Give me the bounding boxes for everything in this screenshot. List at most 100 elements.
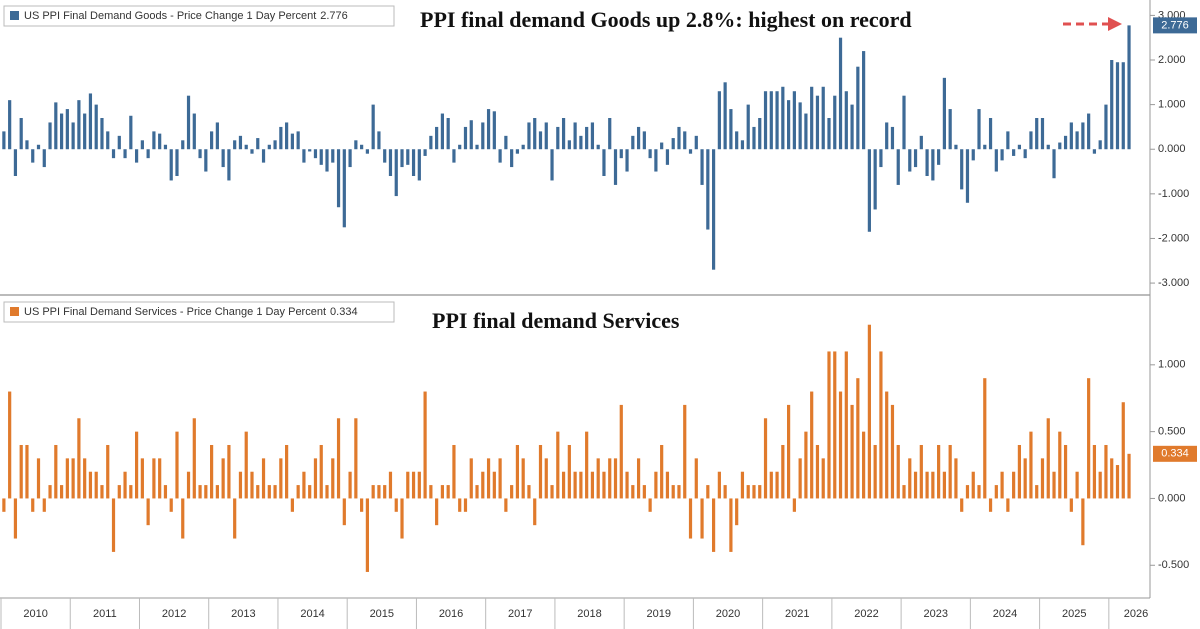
x-tick-label: 2013 bbox=[231, 608, 255, 620]
x-tick-label: 2016 bbox=[439, 608, 463, 620]
bar bbox=[256, 485, 260, 499]
bar bbox=[942, 77, 946, 150]
bar bbox=[94, 471, 98, 499]
bar bbox=[758, 485, 762, 499]
bar bbox=[567, 444, 571, 499]
bar bbox=[740, 140, 745, 150]
bar bbox=[204, 485, 208, 499]
bar bbox=[2, 498, 6, 512]
x-tick-label: 2023 bbox=[923, 608, 947, 620]
bar bbox=[198, 485, 202, 499]
bar bbox=[290, 133, 294, 150]
legend-label: US PPI Final Demand Goods - Price Change… bbox=[24, 10, 316, 22]
bar bbox=[169, 149, 173, 181]
annotation: PPI final demand Goods up 2.8%: highest … bbox=[420, 7, 912, 32]
bar bbox=[267, 485, 271, 499]
bar bbox=[88, 93, 93, 150]
bar bbox=[954, 144, 958, 150]
bar bbox=[556, 126, 560, 150]
bar bbox=[400, 498, 404, 539]
legend-box bbox=[3, 5, 395, 27]
bar bbox=[504, 498, 508, 512]
bar bbox=[723, 82, 727, 150]
bar bbox=[561, 118, 566, 150]
legend-value: 0.334 bbox=[330, 306, 358, 318]
bar bbox=[83, 458, 87, 499]
last-value-label: 2.776 bbox=[1161, 19, 1189, 31]
bar bbox=[325, 149, 329, 172]
bar bbox=[671, 138, 675, 150]
bar bbox=[129, 115, 133, 150]
bar bbox=[983, 378, 987, 499]
bar bbox=[181, 498, 185, 539]
arrow-head bbox=[1108, 17, 1122, 31]
bar bbox=[331, 149, 335, 163]
bar bbox=[77, 418, 81, 499]
bar bbox=[735, 131, 739, 150]
bar bbox=[896, 444, 900, 499]
bar bbox=[498, 149, 502, 163]
bar bbox=[527, 122, 531, 150]
bar bbox=[354, 418, 358, 499]
bar bbox=[1104, 444, 1108, 499]
bar bbox=[31, 149, 35, 163]
bar bbox=[65, 458, 69, 499]
bar bbox=[550, 485, 554, 499]
bar bbox=[937, 444, 941, 499]
bar bbox=[758, 118, 762, 150]
bar bbox=[925, 471, 929, 499]
bar bbox=[908, 458, 912, 499]
bar bbox=[360, 144, 364, 150]
bar bbox=[711, 149, 716, 270]
bar bbox=[948, 109, 952, 150]
bar bbox=[123, 149, 127, 159]
bar bbox=[792, 498, 796, 512]
bar bbox=[856, 66, 860, 150]
bar bbox=[458, 144, 462, 150]
bar bbox=[619, 404, 623, 499]
bar bbox=[665, 149, 670, 165]
bar bbox=[163, 144, 168, 150]
bar bbox=[683, 131, 687, 150]
bar bbox=[331, 458, 335, 499]
bar bbox=[902, 485, 906, 499]
bar bbox=[677, 126, 681, 150]
bar bbox=[308, 485, 312, 499]
bar bbox=[1069, 498, 1073, 512]
bar bbox=[244, 144, 248, 150]
x-tick-label: 2026 bbox=[1124, 608, 1148, 620]
bar bbox=[365, 149, 369, 154]
bar bbox=[804, 113, 808, 150]
bar bbox=[383, 485, 387, 499]
bar bbox=[71, 458, 75, 499]
bar bbox=[13, 498, 18, 539]
y-tick-label: -2.000 bbox=[1158, 232, 1189, 244]
bar bbox=[435, 498, 439, 526]
bar bbox=[815, 95, 820, 150]
bar bbox=[54, 444, 58, 499]
bar bbox=[735, 498, 739, 526]
bar bbox=[1006, 498, 1010, 512]
bar bbox=[244, 431, 248, 499]
bar bbox=[960, 149, 964, 190]
bar bbox=[821, 86, 825, 150]
bar bbox=[423, 149, 427, 156]
bar bbox=[129, 485, 133, 499]
bar bbox=[792, 91, 796, 150]
legend-box bbox=[3, 301, 395, 323]
bar bbox=[827, 118, 831, 150]
bar bbox=[163, 485, 168, 499]
bar bbox=[146, 149, 150, 159]
bar bbox=[1029, 131, 1033, 150]
bar bbox=[492, 471, 496, 499]
bar bbox=[527, 485, 531, 499]
bar bbox=[988, 118, 993, 150]
bar bbox=[654, 149, 658, 172]
bar bbox=[250, 471, 254, 499]
bar bbox=[313, 458, 318, 499]
bar bbox=[752, 126, 756, 150]
bar bbox=[308, 149, 312, 152]
bar bbox=[769, 471, 773, 499]
bar bbox=[88, 471, 93, 499]
bar bbox=[42, 498, 46, 512]
